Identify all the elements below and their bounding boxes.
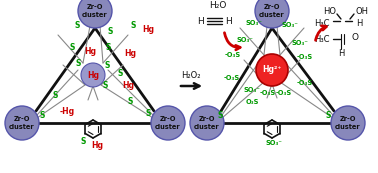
Text: SO₃⁻: SO₃⁻	[266, 140, 282, 146]
Text: SO₃⁻: SO₃⁻	[291, 40, 308, 46]
Text: H: H	[197, 16, 203, 25]
Text: HO: HO	[323, 7, 336, 16]
Text: SO₃⁻: SO₃⁻	[237, 37, 253, 43]
Text: S: S	[102, 80, 108, 89]
Text: cluster: cluster	[82, 12, 108, 18]
Text: cluster: cluster	[155, 124, 181, 130]
Text: S: S	[104, 61, 110, 70]
Text: S: S	[117, 69, 123, 78]
Text: S: S	[75, 58, 81, 67]
Text: H₂O: H₂O	[209, 2, 227, 11]
Text: O₃S: O₃S	[245, 99, 259, 105]
Text: H: H	[225, 16, 231, 25]
Text: SO₃⁻: SO₃⁻	[246, 20, 262, 26]
Text: cluster: cluster	[335, 124, 361, 130]
Text: S: S	[145, 108, 151, 117]
Text: O: O	[352, 33, 359, 42]
Text: S: S	[217, 111, 223, 120]
Circle shape	[255, 0, 289, 28]
Text: H₂O₂: H₂O₂	[181, 71, 201, 80]
Text: S: S	[107, 26, 113, 35]
Text: Zr-O: Zr-O	[199, 116, 215, 122]
Text: Hg: Hg	[84, 47, 96, 56]
Text: -Hg: -Hg	[59, 107, 74, 116]
Circle shape	[81, 63, 105, 87]
FancyArrowPatch shape	[316, 26, 326, 40]
Text: S: S	[325, 111, 331, 120]
Text: S: S	[69, 43, 75, 52]
Text: Hg: Hg	[142, 25, 154, 34]
Circle shape	[78, 0, 112, 28]
Text: -O₃S: -O₃S	[224, 75, 240, 81]
Text: Hg: Hg	[124, 48, 136, 57]
Circle shape	[331, 106, 365, 140]
Text: Zr-O: Zr-O	[87, 4, 103, 10]
Text: SO₃⁻: SO₃⁻	[282, 22, 299, 28]
Text: -O₃S: -O₃S	[297, 54, 313, 60]
Text: S: S	[130, 20, 136, 30]
Text: S: S	[105, 43, 111, 52]
Text: S: S	[80, 138, 86, 147]
Text: cluster: cluster	[9, 124, 35, 130]
Circle shape	[256, 54, 288, 86]
Text: Zr-O: Zr-O	[14, 116, 30, 122]
Text: Hg²⁺: Hg²⁺	[262, 66, 282, 75]
Text: Zr-O: Zr-O	[160, 116, 176, 122]
Text: SO₃⁻: SO₃⁻	[243, 87, 260, 93]
Text: OH: OH	[355, 7, 368, 16]
Text: S: S	[39, 111, 45, 120]
Text: H₃C: H₃C	[314, 34, 330, 43]
Text: -O₃S: -O₃S	[297, 80, 313, 86]
Text: S: S	[127, 97, 133, 106]
Text: Hg: Hg	[122, 80, 134, 89]
Circle shape	[5, 106, 39, 140]
Text: S: S	[52, 90, 58, 99]
Text: cluster: cluster	[194, 124, 220, 130]
Text: Zr-O: Zr-O	[340, 116, 356, 122]
Text: H: H	[356, 20, 363, 29]
Text: Hg: Hg	[91, 142, 103, 151]
Text: -O₃S: -O₃S	[260, 90, 276, 96]
Text: H₃C: H₃C	[314, 20, 330, 29]
Circle shape	[190, 106, 224, 140]
Text: Hg: Hg	[87, 71, 99, 80]
Text: H: H	[338, 48, 344, 57]
Text: cluster: cluster	[259, 12, 285, 18]
Text: S: S	[74, 20, 80, 30]
Text: -O₃S: -O₃S	[276, 90, 292, 96]
Text: -O₃S: -O₃S	[225, 52, 241, 58]
FancyArrowPatch shape	[225, 33, 240, 50]
Circle shape	[151, 106, 185, 140]
Text: Zr-O: Zr-O	[264, 4, 280, 10]
